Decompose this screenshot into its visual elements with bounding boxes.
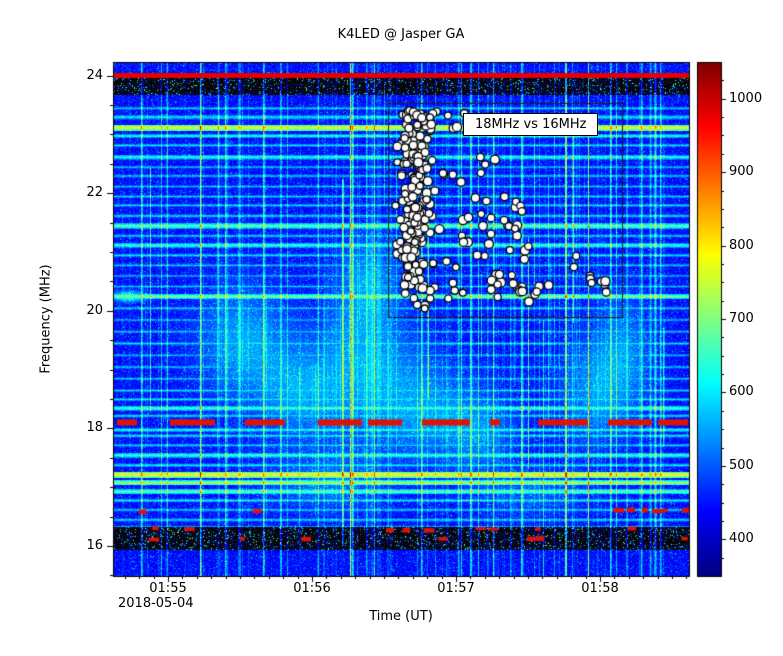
x-tick-label: 01:56	[293, 581, 331, 596]
chart-title: K4LED @ Jasper GA	[337, 27, 465, 42]
y-axis-label: Frequency (MHz)	[38, 264, 54, 374]
y-tick-label: 24	[86, 67, 103, 83]
y-tick-label: 20	[86, 302, 103, 318]
colorbar-tick-label: 600	[729, 384, 754, 400]
y-tick-label: 22	[86, 185, 103, 201]
colorbar-tick-label: 700	[729, 311, 754, 326]
colorbar-tick-label: 500	[729, 457, 754, 473]
inset-label: 18MHz vs 16MHz	[463, 113, 599, 136]
date-label: 2018-05-04	[118, 596, 194, 611]
colorbar-tick-label: 400	[729, 531, 754, 547]
colorbar-tick-label: 800	[729, 237, 754, 253]
x-tick-label: 01:57	[437, 581, 475, 596]
x-tick-label: 01:58	[581, 581, 619, 596]
colorbar-tick-label: 1000	[729, 90, 763, 106]
x-axis-label: Time (UT)	[369, 609, 433, 624]
colorbar-tick-label: 900	[729, 164, 754, 180]
y-tick-label: 16	[86, 537, 103, 553]
y-tick-label: 18	[86, 420, 103, 436]
x-tick-label: 01:55	[149, 581, 187, 596]
